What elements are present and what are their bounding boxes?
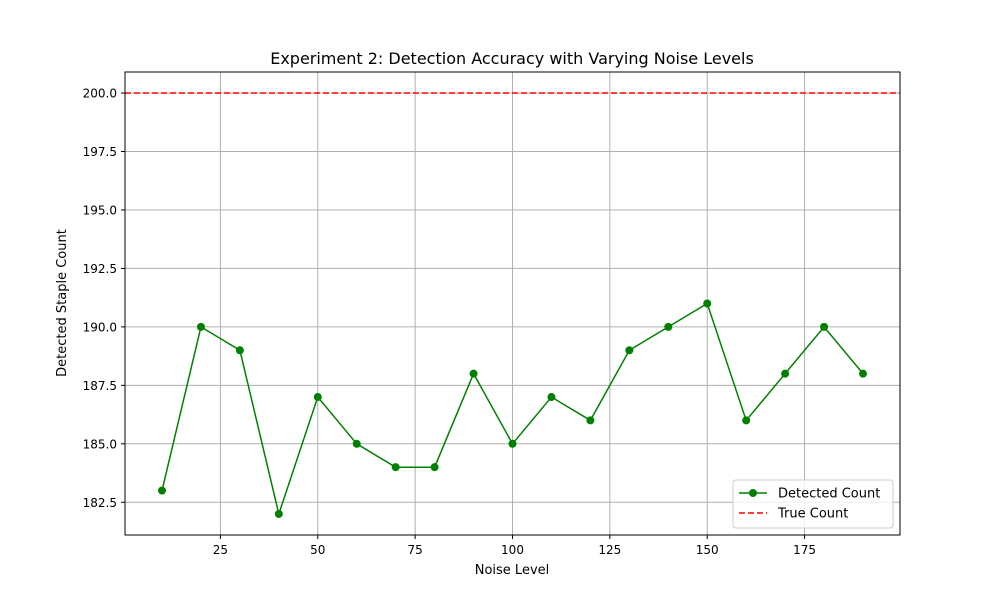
grid-lines <box>125 72 900 535</box>
y-axis-label: Detected Staple Count <box>55 229 70 377</box>
y-tick-label: 195.0 <box>83 203 117 217</box>
y-axis-ticks: 182.5 185.0 187.5 190.0 192.5 195.0 197.5 200.0 <box>83 87 125 510</box>
y-tick-label: 187.5 <box>83 379 117 393</box>
legend-box <box>732 479 894 529</box>
data-point <box>547 393 556 402</box>
data-point <box>469 369 478 378</box>
x-tick-label: 100 <box>501 543 524 557</box>
data-point <box>235 346 244 355</box>
y-tick-label: 197.5 <box>83 145 117 159</box>
y-tick-label: 200.0 <box>83 87 117 101</box>
x-tick-label: 150 <box>696 543 719 557</box>
data-point <box>157 486 166 495</box>
x-tick-label: 75 <box>407 543 422 557</box>
data-point <box>508 439 517 448</box>
data-point <box>430 463 439 472</box>
y-tick-label: 185.0 <box>83 437 117 451</box>
series-layer <box>157 299 868 518</box>
data-point <box>742 416 751 425</box>
data-point <box>586 416 595 425</box>
x-tick-label: 175 <box>793 543 816 557</box>
legend-label-detected: Detected Count <box>778 487 880 502</box>
chart-title: Experiment 2: Detection Accuracy with Va… <box>270 49 754 68</box>
legend-marker-detected <box>749 489 757 497</box>
data-point <box>352 439 361 448</box>
data-point <box>859 369 868 378</box>
x-tick-label: 125 <box>598 543 621 557</box>
data-point <box>625 346 634 355</box>
y-tick-label: 192.5 <box>83 262 117 276</box>
legend: Detected Count True Count <box>732 479 894 529</box>
data-point <box>820 322 829 331</box>
data-point <box>391 463 400 472</box>
x-axis-ticks: 25 50 75 100 125 150 175 <box>213 535 816 557</box>
x-tick-label: 50 <box>310 543 325 557</box>
legend-label-true: True Count <box>777 507 848 522</box>
data-point <box>196 322 205 331</box>
data-point <box>274 509 283 518</box>
data-point <box>703 299 712 308</box>
data-point <box>313 393 322 402</box>
y-tick-label: 182.5 <box>83 496 117 510</box>
data-point <box>664 322 673 331</box>
x-tick-label: 25 <box>213 543 228 557</box>
y-tick-label: 190.0 <box>83 320 117 334</box>
data-point <box>781 369 790 378</box>
x-axis-label: Noise Level <box>475 563 550 578</box>
